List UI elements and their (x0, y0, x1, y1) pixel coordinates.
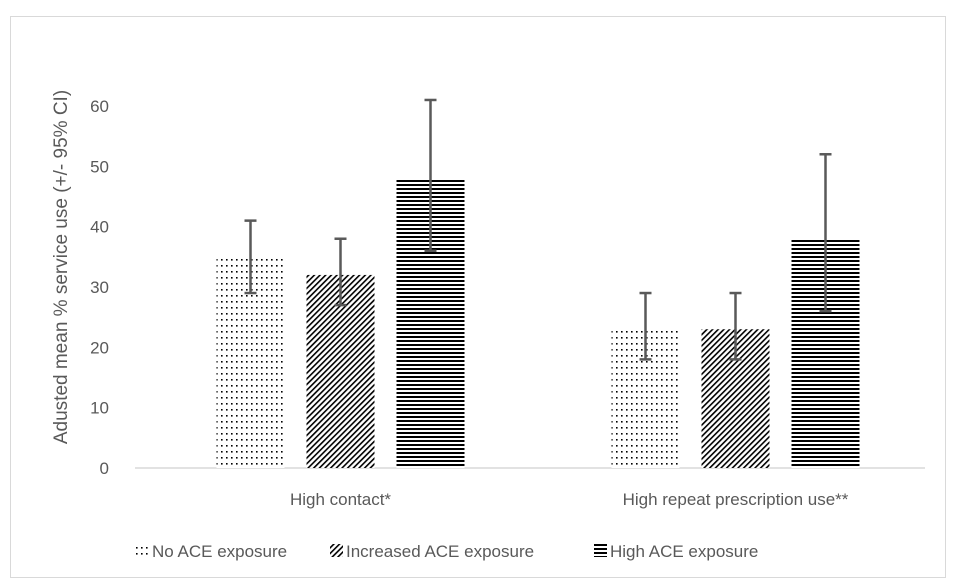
x-category-label: High repeat prescription use** (623, 490, 849, 509)
legend: No ACE exposure Increased ACE exposure Hig… (136, 542, 758, 561)
y-tick-label: 30 (90, 278, 109, 297)
legend-label: No ACE exposure (152, 542, 287, 561)
y-tick-label: 60 (90, 97, 109, 116)
legend-swatch-horizontal (594, 544, 607, 557)
legend-label: High ACE exposure (610, 542, 758, 561)
x-axis-labels: High contact* High repeat prescription us… (290, 490, 849, 509)
y-axis-title: Adusted mean % service use (+/- 95% CI) (51, 90, 72, 444)
y-axis-ticks: 0 10 20 30 40 50 60 (90, 97, 109, 478)
x-category-label: High contact* (290, 490, 391, 509)
bar-diagonal-0 (306, 274, 375, 468)
y-tick-label: 20 (90, 338, 109, 357)
y-tick-label: 50 (90, 157, 109, 176)
y-tick-label: 0 (100, 459, 109, 478)
chart-frame (10, 16, 946, 578)
legend-label: Increased ACE exposure (346, 542, 534, 561)
y-tick-label: 40 (90, 218, 109, 237)
error-bars (244, 98, 832, 361)
y-tick-label: 10 (90, 399, 109, 418)
legend-swatch-diagonal (330, 544, 343, 557)
legend-swatch-dots (136, 544, 149, 557)
bars (216, 178, 860, 468)
